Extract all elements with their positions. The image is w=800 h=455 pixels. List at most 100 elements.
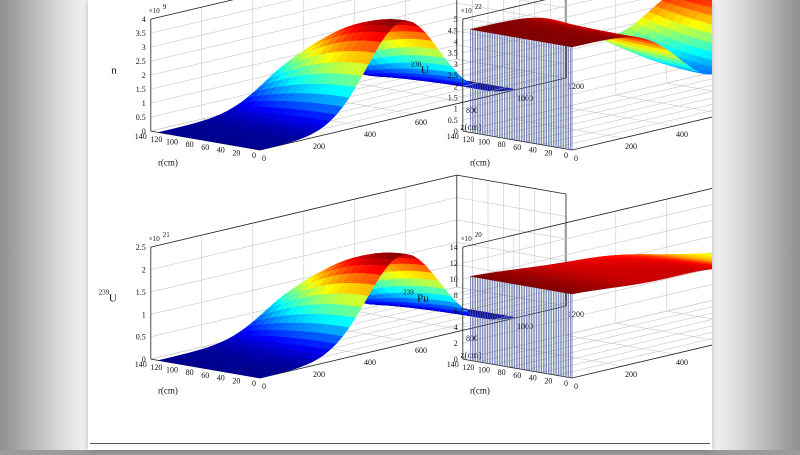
value-axis-label-superscript: 239 bbox=[403, 289, 414, 297]
r-tick-label: 0 bbox=[564, 151, 568, 160]
axis-box-edge bbox=[462, 358, 573, 379]
exponent-power: 21 bbox=[163, 231, 171, 239]
side-wall-gridline bbox=[456, 219, 567, 240]
z-tick-label: 0 bbox=[574, 382, 578, 391]
value-tick-label: 0.5 bbox=[136, 333, 146, 342]
value-axis-label: n bbox=[111, 65, 117, 77]
r-axis-label: r(cm) bbox=[158, 158, 178, 168]
floor-gridline bbox=[478, 61, 785, 135]
floor-gridline bbox=[478, 289, 785, 363]
r-tick-label: 20 bbox=[232, 376, 240, 385]
r-tick-label: 40 bbox=[529, 146, 537, 155]
floor-gridline bbox=[564, 334, 675, 355]
floor-gridline bbox=[354, 82, 465, 103]
z-tick-label: 600 bbox=[415, 346, 427, 355]
surface-mesh bbox=[470, 252, 800, 295]
value-tick-label: 1 bbox=[454, 105, 458, 114]
value-tick-label: 2 bbox=[454, 82, 458, 91]
floor-gridline bbox=[615, 322, 726, 343]
back-wall-gridline bbox=[462, 190, 769, 264]
value-tick-label: 3.5 bbox=[136, 29, 146, 38]
value-tick-label: 3 bbox=[454, 60, 458, 69]
r-tick-label: 20 bbox=[232, 148, 240, 157]
value-tick-label: 0 bbox=[142, 127, 146, 136]
value-tick-label: 0 bbox=[142, 355, 146, 364]
value-tick-label: 1 bbox=[142, 99, 146, 108]
r-tick-label: 60 bbox=[201, 143, 209, 152]
value-axis-label: Pu bbox=[417, 293, 429, 305]
r-tick-label: 140 bbox=[447, 132, 459, 141]
value-tick-label: 2.5 bbox=[136, 243, 146, 252]
axis-box-edge bbox=[462, 0, 546, 20]
value-axis-label-superscript: 238 bbox=[411, 61, 422, 69]
z-tick-label: 1200 bbox=[568, 310, 584, 319]
value-tick-label: 4 bbox=[142, 15, 146, 24]
value-tick-label: 1.5 bbox=[448, 94, 458, 103]
z-tick-label: 400 bbox=[676, 130, 688, 139]
z-tick-label: 200 bbox=[313, 142, 325, 151]
r-axis-label: r(cm) bbox=[470, 386, 490, 396]
value-tick-label: 10 bbox=[450, 275, 458, 284]
surface-patch bbox=[683, 0, 695, 3]
value-axis-label: U bbox=[109, 293, 117, 305]
r-tick-label: 80 bbox=[498, 368, 506, 377]
z-axis-label: z(cm) bbox=[461, 122, 482, 132]
exponent-base: ×10 bbox=[149, 7, 160, 15]
value-tick-label: 14 bbox=[450, 243, 458, 252]
r-tick-label: 120 bbox=[150, 135, 162, 144]
z-tick-label: 0 bbox=[262, 154, 266, 163]
r-tick-label: 80 bbox=[186, 140, 194, 149]
side-wall-gridline bbox=[456, 197, 567, 217]
floor-gridline bbox=[556, 317, 800, 376]
value-tick-label: 0.5 bbox=[448, 116, 458, 125]
surface-patch bbox=[669, 0, 685, 6]
surface-curtain bbox=[158, 360, 261, 378]
z-tick-label: 0 bbox=[262, 382, 266, 391]
value-axis-label-superscript: 239 bbox=[99, 289, 110, 297]
z-tick-label: 400 bbox=[364, 358, 376, 367]
r-tick-label: 140 bbox=[135, 360, 147, 369]
exponent-power: 9 bbox=[163, 3, 167, 11]
r-tick-label: 40 bbox=[529, 374, 537, 383]
value-tick-label: 8 bbox=[454, 291, 458, 300]
exponent-power: 20 bbox=[475, 231, 483, 239]
exponent-base: ×10 bbox=[461, 235, 472, 243]
page-bottom-rule bbox=[90, 443, 710, 444]
z-tick-label: 200 bbox=[313, 370, 325, 379]
value-tick-label: 4 bbox=[454, 38, 458, 47]
value-tick-label: 2.5 bbox=[448, 71, 458, 80]
r-tick-label: 120 bbox=[150, 363, 162, 372]
value-tick-label: 4.5 bbox=[448, 26, 458, 35]
z-axis-label: z(cm) bbox=[461, 350, 482, 360]
z-tick-label: 400 bbox=[364, 130, 376, 139]
r-axis-label: r(cm) bbox=[470, 158, 490, 168]
figure-page: 0 0.5 1 1.5 2 2.5 3 3.5 4 140 120 100 80 60 40 20 0 0 200 4… bbox=[88, 0, 800, 450]
r-tick-label: 0 bbox=[564, 379, 568, 388]
value-tick-label: 0.5 bbox=[136, 113, 146, 122]
axis-box-edge bbox=[259, 77, 567, 151]
value-axis-label: U bbox=[421, 65, 429, 77]
value-tick-label: 2 bbox=[454, 339, 458, 348]
r-tick-label: 20 bbox=[544, 376, 552, 385]
axis-box-edge bbox=[259, 305, 567, 379]
r-tick-label: 100 bbox=[478, 138, 490, 147]
value-tick-label: 2.5 bbox=[136, 57, 146, 66]
surface-patch bbox=[691, 0, 705, 5]
r-tick-label: 0 bbox=[252, 379, 256, 388]
value-tick-label: 1.5 bbox=[136, 85, 146, 94]
r-tick-label: 140 bbox=[135, 132, 147, 141]
exponent-base: ×10 bbox=[461, 7, 472, 15]
r-tick-label: 80 bbox=[186, 368, 194, 377]
r-tick-label: 120 bbox=[462, 135, 474, 144]
value-tick-label: 0 bbox=[454, 127, 458, 136]
z-tick-label: 200 bbox=[625, 142, 637, 151]
value-tick-label: 2 bbox=[142, 71, 146, 80]
z-tick-label: 200 bbox=[625, 370, 637, 379]
r-tick-label: 60 bbox=[513, 371, 521, 380]
floor-gridline bbox=[666, 82, 777, 103]
value-tick-label: 2 bbox=[142, 266, 146, 275]
r-tick-label: 40 bbox=[217, 146, 225, 155]
r-tick-label: 60 bbox=[513, 143, 521, 152]
axis-box-edge bbox=[462, 174, 769, 248]
